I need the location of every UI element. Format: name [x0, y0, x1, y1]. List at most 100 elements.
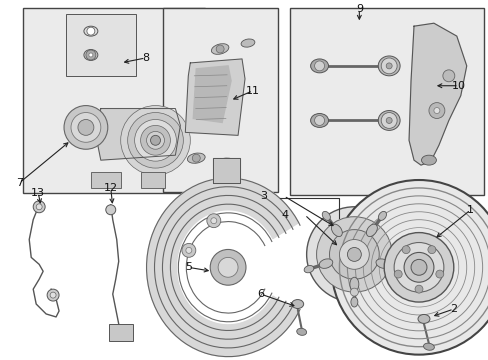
Circle shape	[314, 116, 324, 125]
Circle shape	[339, 239, 368, 269]
Circle shape	[210, 218, 216, 224]
Polygon shape	[213, 158, 240, 183]
Circle shape	[384, 233, 453, 302]
Text: 12: 12	[103, 183, 118, 193]
Text: 5: 5	[184, 262, 191, 272]
Ellipse shape	[291, 300, 303, 309]
Circle shape	[393, 270, 401, 278]
Ellipse shape	[349, 277, 358, 291]
Ellipse shape	[296, 328, 306, 336]
Circle shape	[329, 230, 379, 279]
Circle shape	[185, 247, 191, 253]
Ellipse shape	[322, 211, 330, 220]
Circle shape	[346, 247, 361, 261]
Circle shape	[314, 61, 324, 71]
Circle shape	[428, 103, 444, 118]
Circle shape	[386, 117, 391, 123]
Circle shape	[78, 120, 94, 135]
Circle shape	[134, 120, 176, 161]
Text: 2: 2	[449, 304, 456, 314]
Circle shape	[87, 27, 95, 35]
Ellipse shape	[375, 259, 389, 268]
Ellipse shape	[417, 314, 429, 323]
Bar	[66, 14, 135, 76]
Text: 6: 6	[257, 289, 264, 299]
Circle shape	[182, 243, 195, 257]
Polygon shape	[193, 66, 231, 122]
Circle shape	[414, 285, 422, 293]
Bar	[289, 8, 483, 195]
Circle shape	[393, 243, 443, 292]
Ellipse shape	[310, 59, 328, 73]
Circle shape	[192, 154, 200, 162]
Polygon shape	[185, 59, 244, 135]
Circle shape	[47, 289, 59, 301]
Circle shape	[206, 214, 220, 228]
Text: 1: 1	[466, 205, 473, 215]
Ellipse shape	[378, 211, 386, 220]
Circle shape	[221, 159, 228, 167]
Ellipse shape	[187, 153, 204, 163]
Circle shape	[86, 50, 96, 60]
Bar	[163, 8, 277, 192]
Circle shape	[401, 246, 409, 254]
Circle shape	[105, 205, 116, 215]
Circle shape	[210, 249, 245, 285]
Ellipse shape	[331, 224, 342, 237]
Circle shape	[36, 204, 42, 210]
Ellipse shape	[241, 39, 254, 47]
Circle shape	[410, 260, 426, 275]
Bar	[141, 172, 165, 188]
Circle shape	[89, 53, 93, 57]
Text: 8: 8	[142, 53, 149, 63]
Ellipse shape	[366, 224, 377, 237]
Ellipse shape	[319, 259, 332, 268]
Circle shape	[50, 292, 56, 298]
Circle shape	[381, 58, 396, 74]
Ellipse shape	[423, 343, 433, 350]
Ellipse shape	[84, 50, 98, 60]
Circle shape	[386, 63, 391, 69]
Circle shape	[64, 105, 107, 149]
Ellipse shape	[216, 158, 233, 168]
Circle shape	[442, 70, 454, 82]
Circle shape	[433, 108, 439, 113]
Text: 4: 4	[281, 210, 288, 220]
Text: 7: 7	[16, 178, 23, 188]
Circle shape	[71, 113, 101, 142]
Circle shape	[306, 207, 401, 302]
Circle shape	[150, 135, 160, 145]
Circle shape	[127, 113, 183, 168]
Circle shape	[427, 246, 435, 254]
Text: 9: 9	[355, 4, 362, 14]
Circle shape	[216, 45, 224, 53]
Circle shape	[381, 113, 396, 129]
Circle shape	[403, 252, 433, 282]
Bar	[108, 324, 132, 341]
Text: 3: 3	[260, 191, 267, 201]
Circle shape	[350, 288, 358, 296]
Circle shape	[33, 201, 45, 213]
Polygon shape	[408, 23, 466, 165]
Ellipse shape	[421, 155, 435, 165]
Text: 11: 11	[245, 86, 260, 96]
Ellipse shape	[84, 26, 98, 36]
Ellipse shape	[304, 265, 313, 273]
Circle shape	[435, 270, 443, 278]
Polygon shape	[146, 178, 298, 357]
Ellipse shape	[377, 56, 399, 76]
Circle shape	[146, 131, 164, 149]
Bar	[23, 8, 205, 193]
Circle shape	[218, 257, 238, 277]
Circle shape	[316, 217, 391, 292]
Ellipse shape	[211, 44, 228, 54]
Ellipse shape	[350, 297, 357, 307]
Bar	[91, 172, 121, 188]
Circle shape	[141, 125, 170, 155]
Circle shape	[121, 105, 190, 175]
Ellipse shape	[310, 113, 328, 127]
Circle shape	[331, 180, 488, 355]
Ellipse shape	[377, 111, 399, 130]
Text: 13: 13	[31, 188, 45, 198]
Text: 10: 10	[451, 81, 465, 91]
